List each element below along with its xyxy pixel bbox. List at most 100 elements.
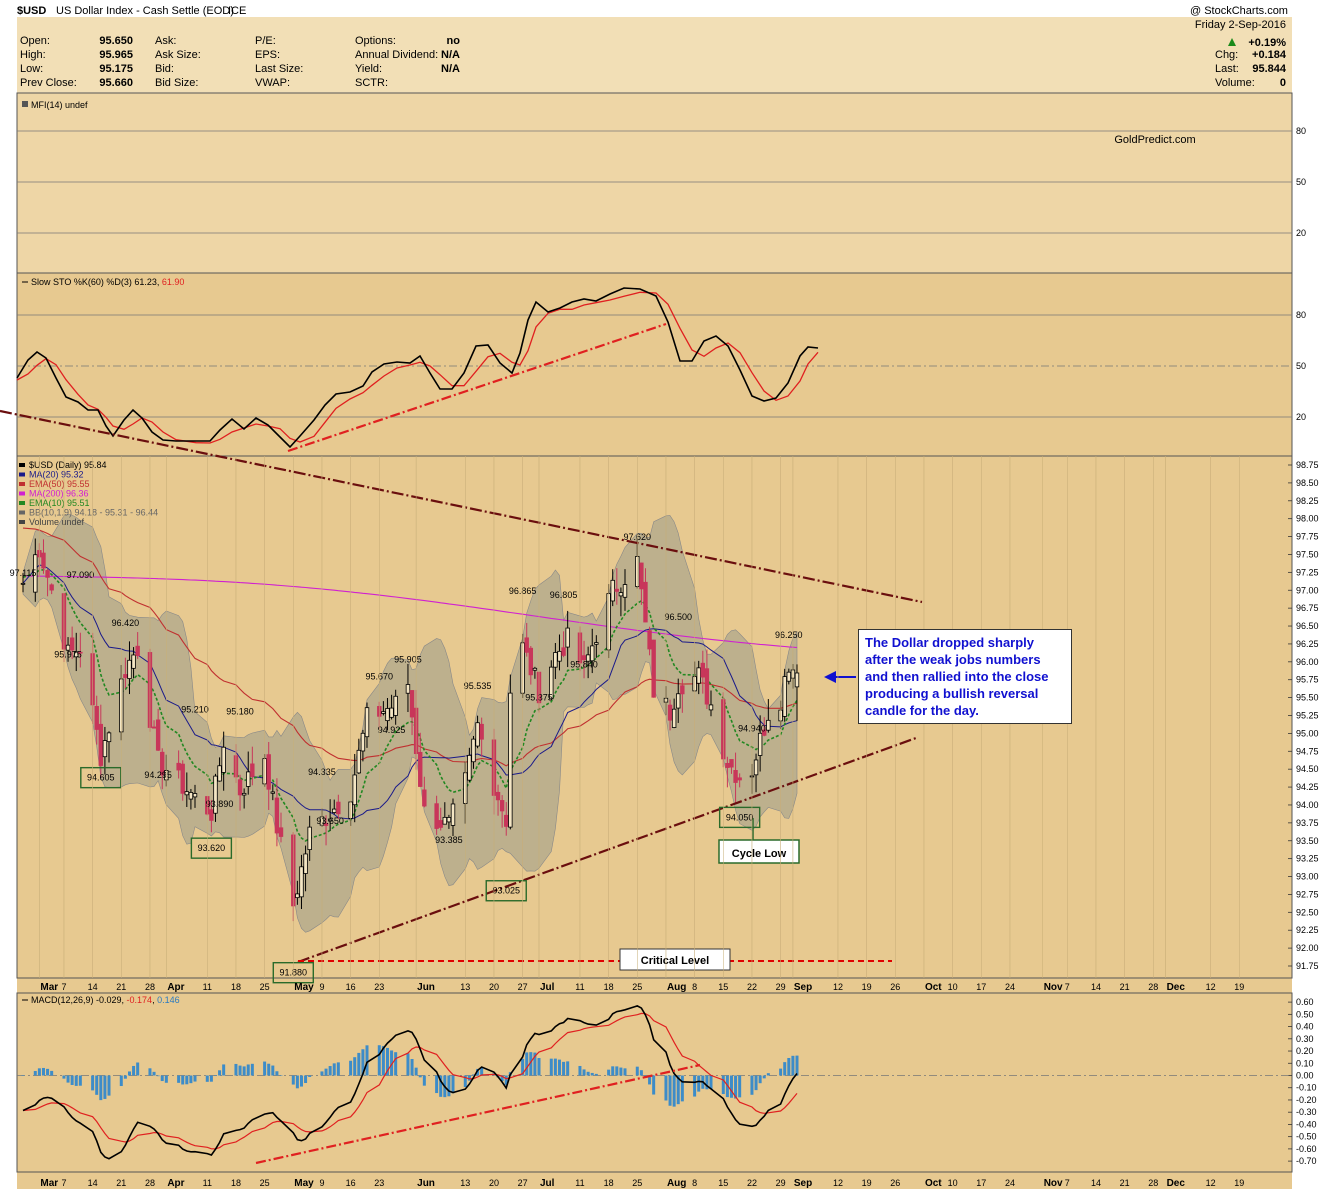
- field-label: SCTR:: [355, 77, 388, 89]
- macd-histogram-bar: [328, 1066, 332, 1076]
- macd-histogram-bar: [639, 1070, 643, 1076]
- macd-histogram-bar: [676, 1075, 680, 1105]
- field-value: +0.184: [1252, 49, 1287, 61]
- macd-histogram-bar: [705, 1075, 709, 1090]
- xaxis-top-tick: 7: [61, 982, 66, 992]
- legend-swatch: [19, 510, 25, 515]
- price-tick: 96.75: [1296, 603, 1319, 613]
- candle-body: [467, 754, 472, 781]
- macd-histogram-bar: [447, 1075, 451, 1097]
- macd-histogram-bar: [152, 1071, 156, 1076]
- xaxis-bottom-tick: 26: [890, 1178, 900, 1188]
- xaxis-bottom-tick: 9: [319, 1178, 324, 1188]
- cycle-low-label: Cycle Low: [732, 848, 787, 860]
- sto-tick: 50: [1296, 361, 1306, 371]
- candle-body: [295, 893, 300, 899]
- macd-histogram-bar: [332, 1063, 336, 1076]
- candle-body: [495, 791, 501, 801]
- macd-histogram-bar: [562, 1061, 566, 1076]
- macd-histogram-bar: [181, 1075, 185, 1085]
- xaxis-top-tick: 26: [890, 982, 900, 992]
- macd-histogram-bar: [439, 1075, 443, 1097]
- header-bg: [17, 17, 1292, 93]
- price-tick: 96.50: [1296, 621, 1319, 631]
- price-label-box: [80, 766, 122, 789]
- mfi-bg: [17, 93, 1292, 273]
- candle-body: [102, 740, 108, 758]
- sto-trendline: [287, 322, 667, 453]
- xaxis-top-tick: 28: [1148, 982, 1158, 992]
- candle-body: [106, 732, 112, 743]
- candle-body: [336, 801, 341, 815]
- source-label: @ StockCharts.com: [1190, 5, 1288, 17]
- macd-histogram-bar: [381, 1046, 385, 1076]
- field-label: Prev Close:: [20, 77, 77, 89]
- candle-body: [332, 808, 337, 813]
- macd-histogram-bar: [422, 1075, 426, 1086]
- candle-body: [65, 644, 71, 651]
- macd-histogram-bar: [557, 1059, 561, 1076]
- price-tick: 92.00: [1296, 943, 1319, 953]
- candle-body: [356, 749, 362, 774]
- xaxis-top-tick: 21: [1120, 982, 1130, 992]
- xaxis-bottom-tick: 17: [976, 1178, 986, 1188]
- xaxis-top-tick: 14: [1091, 982, 1101, 992]
- price-label: 95.535: [464, 681, 492, 691]
- candle-body: [323, 822, 329, 826]
- candle-body: [41, 552, 46, 569]
- candle-body: [209, 809, 214, 821]
- candle-body: [549, 666, 554, 700]
- field-value: 0: [1280, 77, 1286, 89]
- macd-histogram-bar: [320, 1071, 324, 1076]
- sto-tick: 20: [1296, 412, 1306, 422]
- candle-body: [708, 704, 714, 711]
- macd-histogram-bar: [21, 1075, 25, 1076]
- xaxis-top-tick: Oct: [925, 982, 942, 993]
- macd-histogram-bar: [504, 1075, 508, 1085]
- macd-histogram-bar: [246, 1064, 250, 1076]
- price-label: 97.115: [10, 568, 37, 578]
- candle-body: [360, 732, 366, 752]
- xaxis-top-tick: 13: [460, 982, 470, 992]
- xaxis-top-tick: 11: [203, 982, 212, 992]
- xaxis-top-tick: 10: [948, 982, 958, 992]
- field-label: Last:: [1215, 63, 1239, 75]
- xaxis-bottom-tick: 28: [1148, 1178, 1158, 1188]
- price-label-box: [718, 806, 761, 829]
- macd-histogram-bar: [521, 1058, 525, 1076]
- candle-body: [614, 588, 620, 592]
- macd-histogram-bar: [304, 1075, 308, 1084]
- candle-body: [594, 642, 599, 645]
- mfi-label: MFI(14) undef: [31, 100, 88, 110]
- candle-body: [352, 774, 357, 806]
- macd-histogram-bar: [238, 1065, 242, 1076]
- macd-histogram-bar: [635, 1066, 639, 1076]
- price-tick: 97.75: [1296, 532, 1319, 542]
- price-legend-item: MA(20) 95.32: [29, 470, 84, 480]
- macd-histogram-bar: [410, 1059, 414, 1076]
- xaxis-top-tick: 20: [489, 982, 499, 992]
- ma20-line: [22, 564, 798, 820]
- macd-tick: 0.30: [1296, 1034, 1314, 1044]
- price-label: 93.025: [492, 886, 520, 896]
- candle-body: [299, 866, 304, 898]
- xaxis-top-tick: 7: [1065, 982, 1070, 992]
- macd-histogram-bar: [66, 1075, 70, 1083]
- xaxis-bottom-tick: 11: [575, 1178, 584, 1188]
- xaxis-bottom-tick: 29: [776, 1178, 786, 1188]
- price-tick: 94.50: [1296, 764, 1319, 774]
- price-tick: 94.75: [1296, 746, 1319, 756]
- macd-histogram-bar: [693, 1075, 697, 1097]
- candle-body: [737, 777, 742, 781]
- price-label: 96.805: [550, 590, 578, 600]
- xaxis-top-tick: 24: [1005, 982, 1015, 992]
- candle-body: [49, 584, 54, 591]
- macd-histogram-bar: [62, 1075, 66, 1079]
- candle-body: [241, 792, 247, 796]
- macd-histogram-bar: [791, 1055, 795, 1076]
- macd-histogram-bar: [185, 1075, 189, 1085]
- candle-body: [213, 775, 218, 814]
- candle-body: [274, 797, 280, 834]
- macd-histogram-bar: [578, 1065, 582, 1076]
